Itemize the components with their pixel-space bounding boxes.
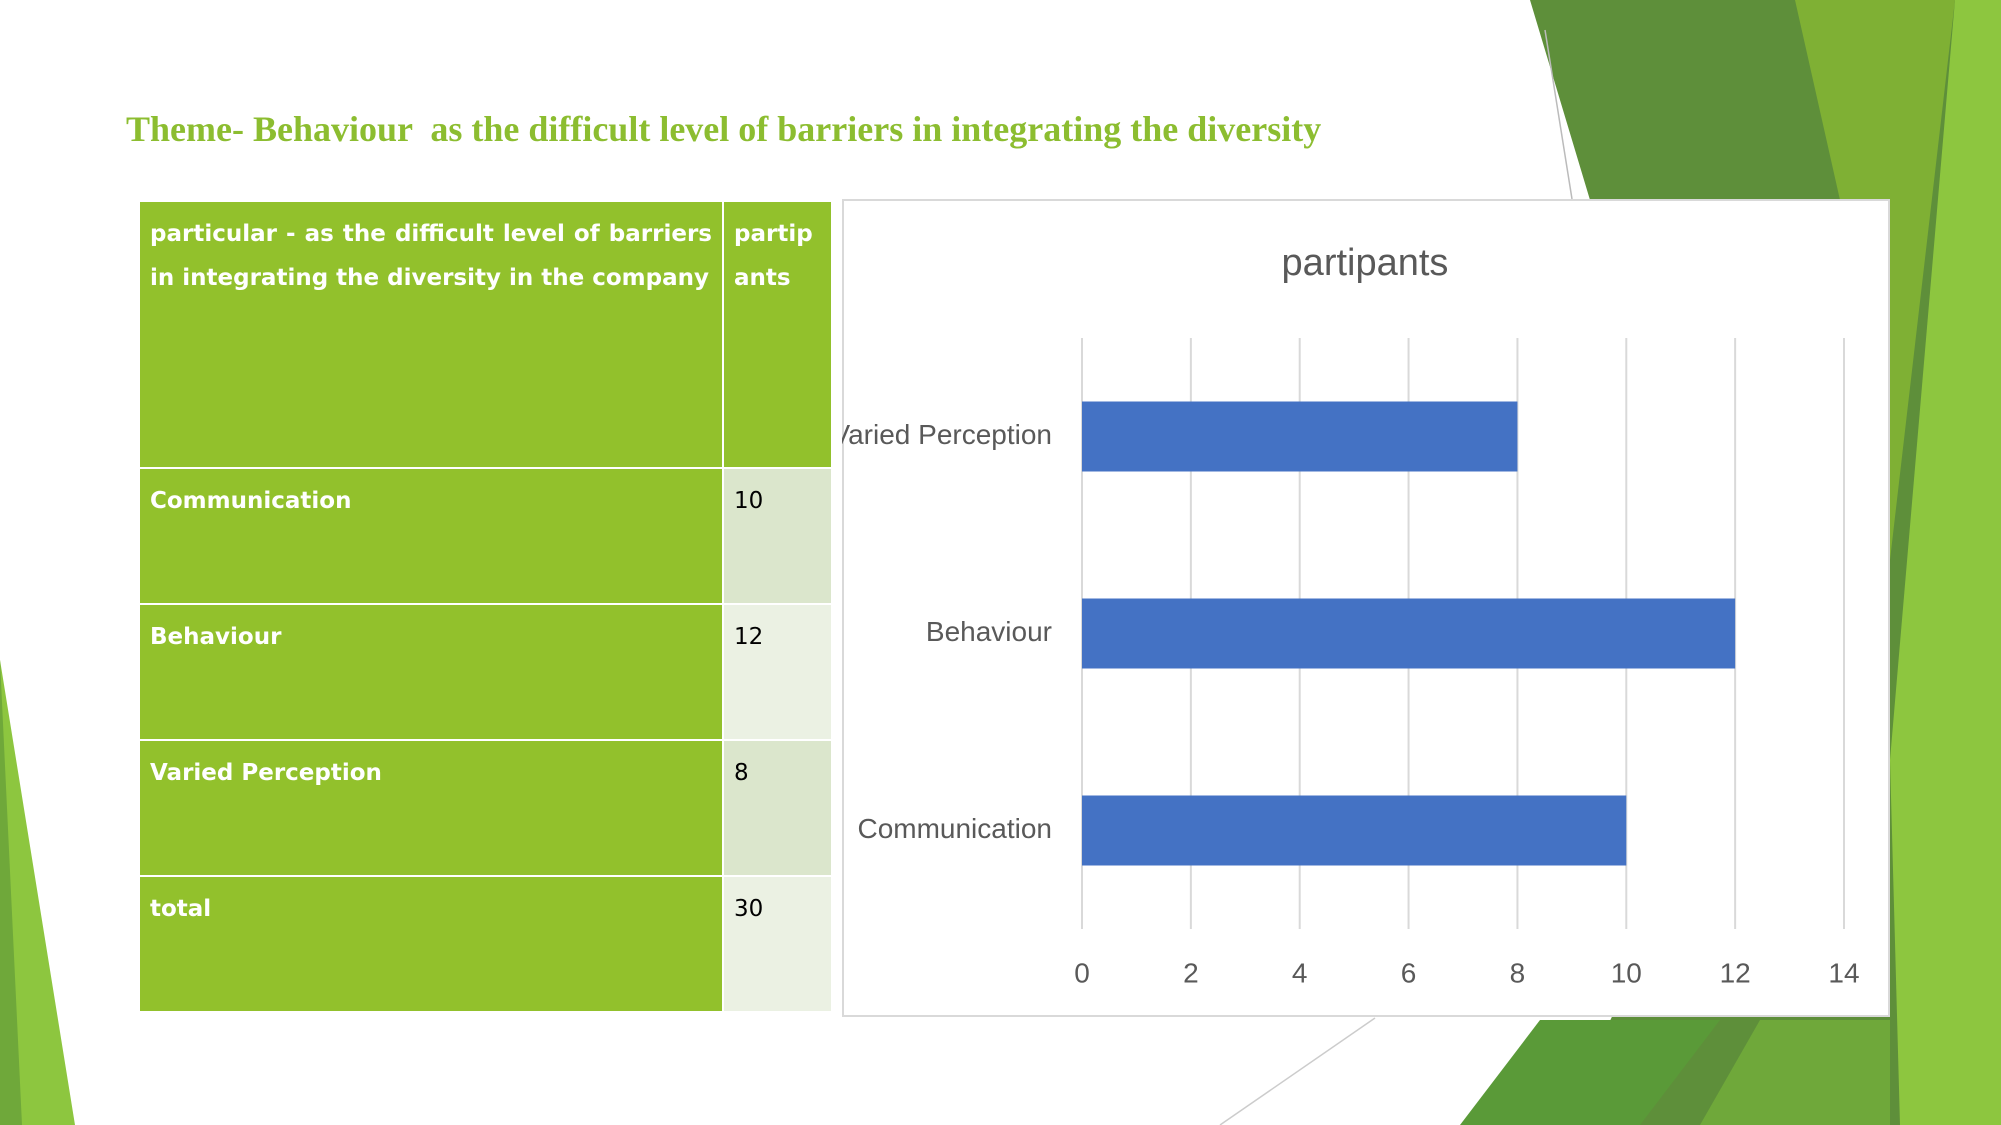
decor-line [1219, 1017, 1376, 1125]
bar [1082, 795, 1627, 866]
x-tick-label: 2 [1183, 957, 1199, 988]
cell: 12 [722, 603, 833, 741]
cell: 30 [722, 875, 833, 1013]
cell: Behaviour [138, 603, 724, 741]
header-cell: particular - as the difficult level of b… [138, 200, 724, 469]
cell: 8 [722, 739, 833, 877]
x-tick-label: 0 [1074, 957, 1090, 988]
bar [1082, 598, 1736, 669]
chart: partipants 0 2 4 6 8 10 12 14 Varied Perception B… [842, 199, 1890, 1017]
decor [1890, 0, 2001, 1125]
table-header: particular - as the difficult level of b… [138, 200, 833, 469]
y-tick-label: Communication [857, 813, 1052, 844]
cell: 10 [722, 467, 833, 605]
decor [0, 660, 75, 1125]
chart-title: partipants [1282, 242, 1449, 284]
slide-title: Theme- Behaviour as the difficult level … [126, 109, 1322, 149]
decor [0, 660, 22, 1125]
header-cell: partipants [722, 200, 833, 469]
bar [1082, 401, 1518, 472]
decor [1700, 1020, 1890, 1125]
table-row: total 30 [138, 875, 833, 1013]
decor [1460, 1020, 1720, 1125]
y-tick-label: Varied Perception [842, 419, 1052, 450]
x-tick-label: 10 [1611, 957, 1642, 988]
x-tick-label: 8 [1510, 957, 1526, 988]
y-tick-label: Behaviour [926, 616, 1052, 647]
x-tick-label: 12 [1720, 957, 1751, 988]
table-row: Communication 10 [138, 467, 833, 605]
x-tick-label: 4 [1292, 957, 1308, 988]
table-row: Varied Perception 8 [138, 739, 833, 877]
cell: total [138, 875, 724, 1013]
cell: Communication [138, 467, 724, 605]
data-table: particular - as the difficult level of b… [138, 200, 833, 1013]
decor-line [1544, 29, 1573, 200]
cell: Varied Perception [138, 739, 724, 877]
x-tick-label: 14 [1828, 957, 1859, 988]
x-tick-label: 6 [1401, 957, 1417, 988]
table-row: Behaviour 12 [138, 603, 833, 741]
